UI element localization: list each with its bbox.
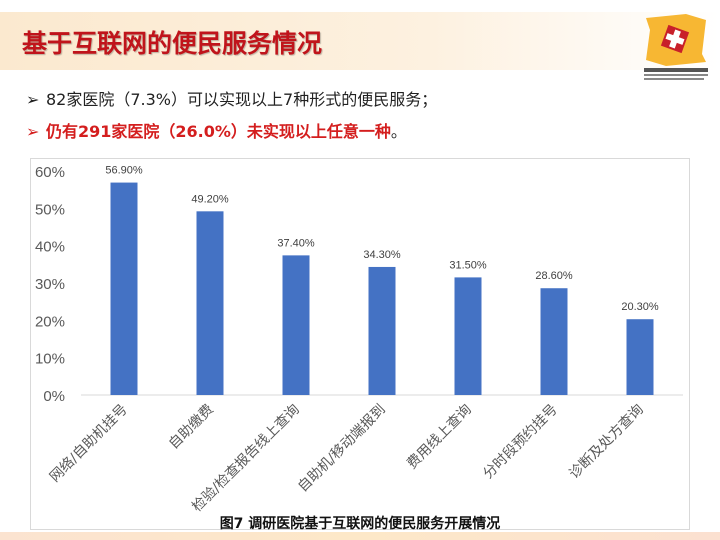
y-tick-label: 60% — [35, 164, 65, 181]
chart-title: 图7 调研医院基于互联网的便民服务开展情况 — [220, 515, 501, 532]
bullet-text: 仍有291家医院（26.0%）未实现以上任意一种 — [46, 122, 391, 141]
data-label: 28.60% — [535, 270, 573, 282]
y-tick-label: 40% — [35, 239, 65, 256]
title-band — [0, 12, 720, 70]
y-tick-label: 10% — [35, 351, 65, 368]
data-label: 20.30% — [621, 301, 659, 313]
y-tick-label: 0% — [43, 388, 65, 405]
page-title: 基于互联网的便民服务情况 — [22, 29, 323, 58]
data-label: 31.50% — [449, 259, 487, 271]
bar — [196, 211, 224, 395]
arrow-bullet-icon: ➢ — [26, 122, 40, 141]
bar — [626, 319, 654, 395]
data-label: 37.40% — [277, 237, 315, 249]
bullet-1: ➢ 82家医院（7.3%）可以实现以上7种形式的便民服务； — [26, 86, 437, 110]
bullet-end: 。 — [390, 122, 407, 141]
bullet-text: 82家医院（7.3%）可以实现以上7种形式的便民服务； — [46, 90, 438, 109]
bar — [282, 255, 310, 395]
data-label: 49.20% — [191, 193, 229, 205]
arrow-bullet-icon: ➢ — [26, 90, 40, 109]
data-label: 34.30% — [363, 249, 401, 261]
bullet-2: ➢ 仍有291家医院（26.0%）未实现以上任意一种。 — [26, 118, 407, 142]
x-tick-label: 自助机/移动端报到 — [295, 402, 389, 496]
x-tick-label: 网络/自助机挂号 — [47, 402, 131, 486]
y-tick-label: 30% — [35, 276, 65, 293]
bar — [540, 288, 568, 395]
association-logo — [644, 14, 708, 80]
bar — [110, 182, 138, 395]
y-tick-label: 20% — [35, 313, 65, 330]
bar — [368, 266, 396, 395]
y-tick-label: 50% — [35, 201, 65, 218]
footer-band — [0, 532, 720, 540]
bar — [454, 277, 482, 395]
data-label: 56.90% — [105, 165, 143, 177]
x-tick-label: 分时段预约挂号 — [480, 402, 561, 483]
x-tick-label: 自助缴费 — [166, 402, 217, 453]
chart-frame — [30, 158, 690, 530]
x-tick-label: 费用线上查询 — [404, 402, 475, 473]
x-tick-label: 诊断及处方查询 — [566, 402, 647, 483]
